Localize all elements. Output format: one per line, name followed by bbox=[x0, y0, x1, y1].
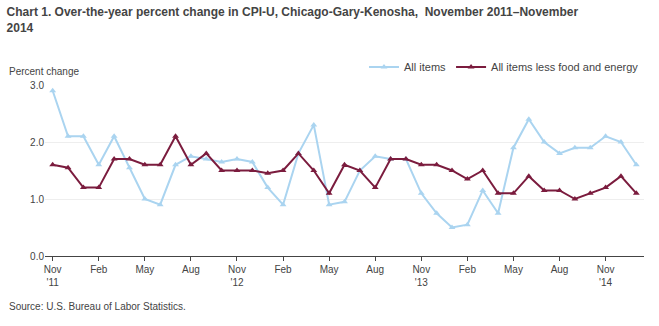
svg-text:3.0: 3.0 bbox=[30, 80, 44, 91]
svg-text:Aug: Aug bbox=[182, 264, 200, 275]
svg-text:All items less food and energy: All items less food and energy bbox=[491, 61, 638, 73]
svg-text:Aug: Aug bbox=[366, 264, 384, 275]
svg-text:0.0: 0.0 bbox=[30, 251, 44, 262]
svg-text:Percent change: Percent change bbox=[9, 66, 79, 77]
svg-text:May: May bbox=[135, 264, 154, 275]
svg-text:Feb: Feb bbox=[90, 264, 108, 275]
svg-text:Feb: Feb bbox=[274, 264, 292, 275]
svg-text:May: May bbox=[504, 264, 523, 275]
svg-text:Nov'13: Nov'13 bbox=[412, 264, 430, 288]
svg-text:2.0: 2.0 bbox=[30, 137, 44, 148]
svg-text:Nov'12: Nov'12 bbox=[228, 264, 246, 288]
svg-text:All items: All items bbox=[404, 61, 446, 73]
svg-text:1.0: 1.0 bbox=[30, 194, 44, 205]
svg-text:Nov'11: Nov'11 bbox=[44, 264, 62, 288]
svg-text:Nov'14: Nov'14 bbox=[597, 264, 615, 288]
svg-text:Source: U.S. Bureau of Labor S: Source: U.S. Bureau of Labor Statistics. bbox=[9, 301, 186, 312]
svg-text:Feb: Feb bbox=[459, 264, 477, 275]
svg-text:Chart 1. Over-the-year percent: Chart 1. Over-the-year percent change in… bbox=[7, 5, 579, 35]
svg-text:May: May bbox=[320, 264, 339, 275]
svg-text:Aug: Aug bbox=[551, 264, 569, 275]
